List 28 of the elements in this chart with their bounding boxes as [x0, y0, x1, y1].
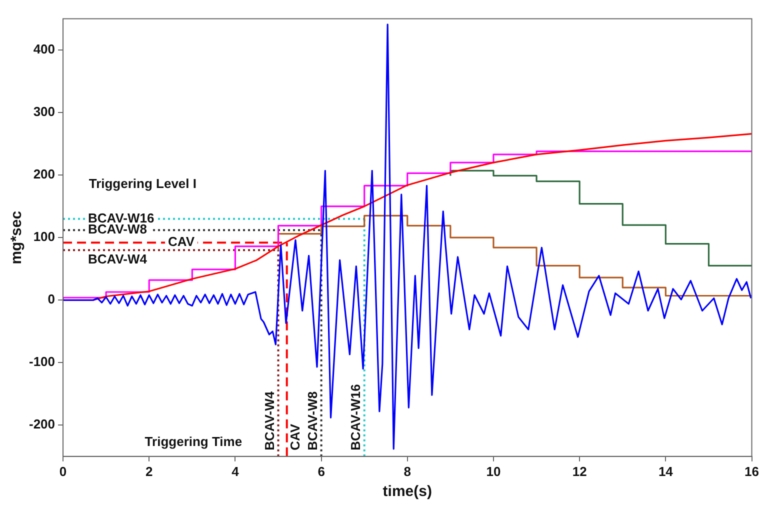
ref-line-label: BCAV-W16 — [348, 384, 363, 450]
y-axis-title: mg*sec — [8, 210, 26, 264]
annotation: Triggering Time — [144, 434, 242, 450]
x-tick-label: 12 — [572, 464, 587, 479]
ref-line-label: BCAV-W8 — [304, 391, 320, 450]
ref-line-label: CAV — [168, 234, 195, 250]
x-tick-label: 14 — [658, 464, 674, 479]
x-tick-label: 4 — [232, 464, 240, 479]
ref-line-label: BCAV-W4 — [88, 252, 148, 267]
y-tick-label: -200 — [28, 416, 56, 432]
annotation: Triggering Level I — [88, 176, 196, 192]
x-tick-label: 8 — [404, 464, 412, 479]
y-tick-label: 0 — [48, 292, 56, 307]
ref-line-label: BCAV-W8 — [88, 222, 148, 237]
x-tick-label: 6 — [318, 464, 325, 479]
x-tick-label: 2 — [145, 464, 153, 479]
y-tick-label: 300 — [33, 104, 56, 120]
x-tick-label: 10 — [486, 464, 501, 479]
ref-line-label: BCAV-W16 — [88, 210, 154, 226]
y-tick-label: 400 — [33, 42, 56, 57]
y-tick-label: 100 — [33, 229, 56, 244]
x-tick-label: 16 — [744, 464, 760, 479]
ref-line-label: CAV — [287, 424, 302, 450]
x-axis-title: time(s) — [382, 483, 432, 500]
y-tick-label: 200 — [33, 166, 56, 182]
y-tick-label: -100 — [28, 354, 56, 370]
ref-line-label: BCAV-W4 — [262, 390, 277, 450]
x-tick-label: 0 — [59, 464, 67, 479]
